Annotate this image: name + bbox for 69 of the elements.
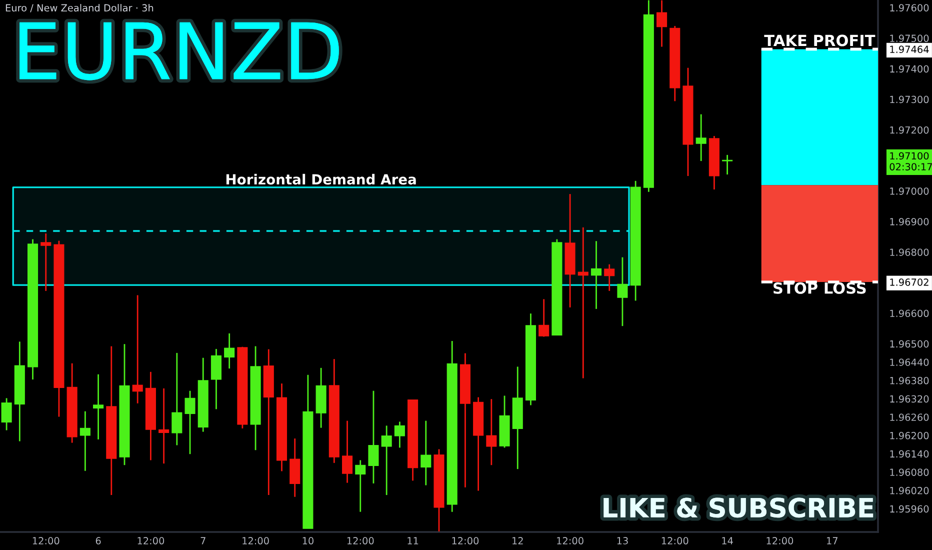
x-tick-label: 17 (827, 537, 838, 544)
candlestick (722, 154, 733, 176)
y-tick-label: 1.97300 (890, 96, 929, 104)
x-tick-label: 12:00 (452, 537, 479, 544)
y-tick-label: 1.96500 (890, 340, 929, 348)
candlestick (210, 348, 222, 410)
candlestick (656, 0, 668, 48)
x-tick-label: 12:00 (138, 537, 164, 544)
y-tick-label: 1.97500 (890, 34, 929, 42)
candlestick (538, 298, 550, 338)
y-tick-label: 1.97200 (890, 126, 929, 134)
candlestick (486, 398, 497, 466)
x-tick-label: 12:00 (766, 537, 794, 544)
x-tick-label: 13 (617, 537, 628, 544)
x-tick-label: 11 (408, 537, 418, 544)
y-tick-label: 1.97100 02:30:17 (890, 152, 932, 170)
x-tick-label: 6 (96, 537, 101, 544)
candlestick (420, 420, 432, 486)
y-tick-label: 1.97400 (890, 65, 929, 73)
x-tick-label: 12:00 (242, 537, 269, 544)
annotation: LIKE & SUBSCRIBE (604, 498, 874, 518)
y-tick-label: 1.96800 (890, 248, 929, 256)
x-tick-label: 12:00 (32, 537, 60, 544)
y-tick-label: 1.97000 (890, 187, 929, 195)
candlestick (93, 374, 104, 440)
candlestick (696, 114, 706, 162)
candlestick (342, 420, 353, 484)
x-tick-label: 14 (722, 537, 733, 544)
y-tick-label: 1.96140 (890, 450, 929, 458)
band-label: STOP LOSS (774, 282, 866, 294)
x-tick-label: 12:00 (662, 537, 688, 544)
candlestick (224, 332, 235, 370)
candlestick (40, 232, 52, 292)
candlestick (368, 390, 379, 484)
y-tick-label: 1.96020 (890, 486, 929, 494)
candlestick (394, 420, 405, 448)
y-tick-label: 1.97464 (890, 46, 929, 54)
x-tick-label: 12 (512, 537, 523, 544)
band-label: Horizontal Demand Area (226, 174, 416, 185)
candlestick (132, 294, 143, 404)
candlestick (355, 459, 366, 513)
y-tick-label: 1.96702 (890, 278, 928, 286)
y-tick-label: 1.96600 (890, 310, 929, 318)
x-tick-label: 10 (302, 537, 314, 544)
band-label: TAKE PROFIT (764, 34, 876, 46)
chart-subtitle: Euro / New Zealand Dollar · 3h (6, 4, 154, 12)
y-tick-label: 1.96080 (890, 468, 929, 476)
candlestick (158, 388, 170, 464)
y-tick-label: 1.96900 (890, 218, 929, 226)
y-tick-label: 1.95960 (890, 505, 929, 513)
y-tick-label: 1.96380 (890, 376, 929, 384)
x-tick-label: 12:00 (347, 537, 374, 544)
candlestick (80, 410, 90, 472)
candlestick (381, 424, 392, 496)
y-tick-label: 1.97600 (890, 4, 929, 12)
y-tick-label: 1.96440 (890, 358, 929, 366)
y-tick-label: 1.96260 (890, 414, 929, 421)
x-tick-label: 12:00 (557, 537, 584, 544)
candlestick (617, 256, 628, 327)
x-tick-label: 7 (200, 537, 206, 544)
candlestick (184, 390, 196, 455)
candlestick (1, 397, 12, 431)
candlestick (604, 264, 615, 292)
y-tick-label: 1.96320 (890, 395, 929, 403)
y-tick-label: 1.96200 (890, 432, 929, 440)
candlestick (578, 226, 588, 379)
candlestick (172, 352, 182, 446)
chart-title: EURNZD (20, 22, 339, 80)
candlestick (590, 240, 602, 310)
